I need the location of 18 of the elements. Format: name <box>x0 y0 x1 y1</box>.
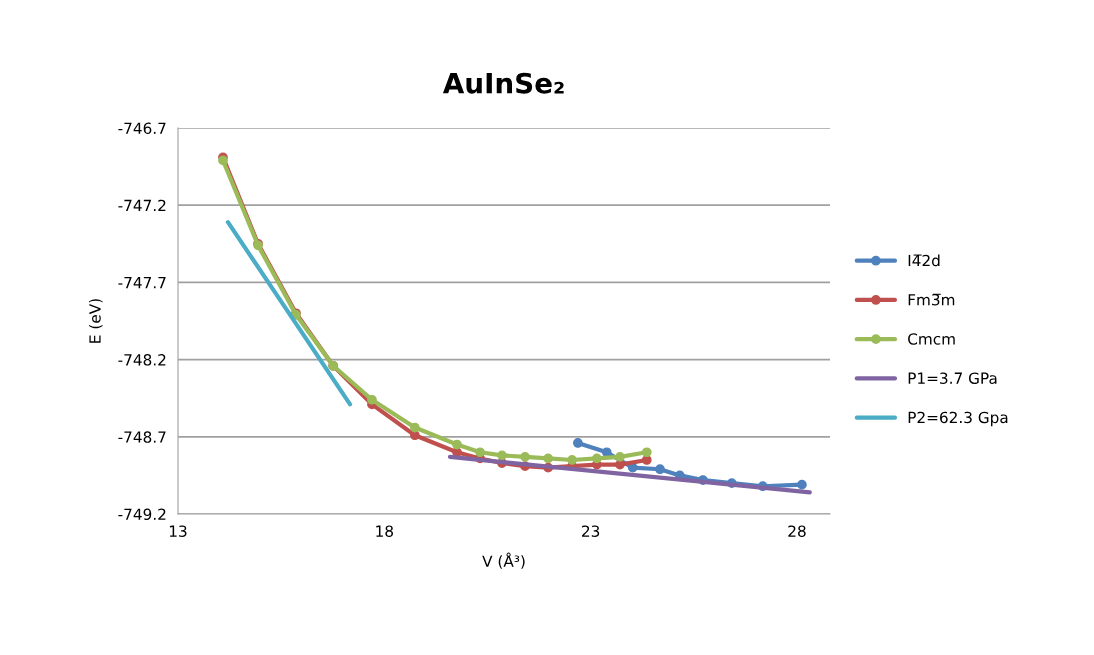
y-tick-label: -747.2 <box>118 199 166 211</box>
y-axis-title: E (eV) <box>88 299 103 343</box>
chart-title: AuInSe₂ <box>442 72 564 94</box>
y-tick-label: -748.2 <box>118 354 166 366</box>
y-tick-label: -749.2 <box>118 508 166 521</box>
y-tick-label: -747.7 <box>118 277 166 289</box>
legend-label: Cmcm <box>908 333 955 345</box>
x-tick-label: 28 <box>788 525 806 537</box>
x-axis-title: V (Å³) <box>482 552 525 569</box>
legend-label: I4̅2d <box>908 254 940 267</box>
legend-label: P1=3.7 GPa <box>908 372 997 384</box>
y-tick-label: -748.7 <box>118 431 166 443</box>
x-tick-label: 23 <box>582 525 600 537</box>
y-tick-label: -746.7 <box>118 122 166 135</box>
legend-label: P2=62.3 Gpa <box>908 411 1008 427</box>
x-tick-label: 13 <box>169 525 187 537</box>
legend-label: Fm3̅m <box>908 293 955 306</box>
x-tick-label: 18 <box>376 525 393 537</box>
